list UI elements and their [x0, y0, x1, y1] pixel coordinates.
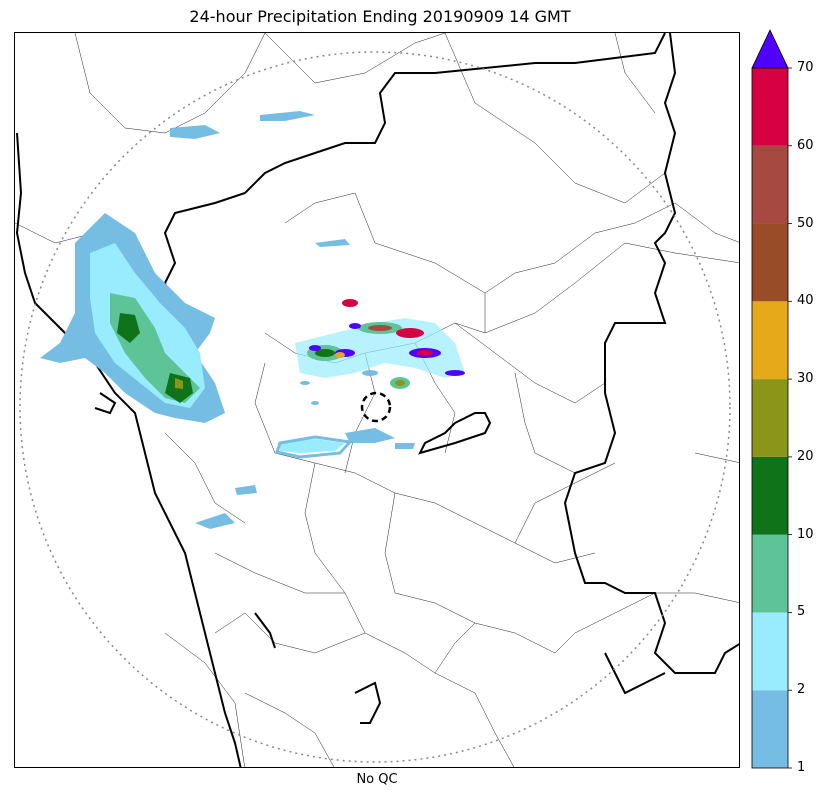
colorbar-bin [752, 379, 788, 457]
map-title: 24-hour Precipitation Ending 20190909 14… [189, 7, 571, 26]
colorbar-bin [752, 690, 788, 768]
colorbar [751, 29, 792, 769]
radar-location-marker [360, 391, 392, 423]
colorbar-bin [752, 301, 788, 380]
colorbar-tick-label: 60 [797, 137, 814, 153]
colorbar-tick-label: 30 [797, 371, 814, 387]
colorbar-outline [751, 67, 789, 769]
range-ring [19, 51, 731, 763]
colorbar-tick-label: 10 [797, 526, 814, 542]
colorbar-tick-label: 20 [797, 448, 814, 464]
colorbar-bin [752, 145, 788, 224]
colorbar-bin [752, 68, 788, 146]
colorbar-bin [752, 456, 788, 535]
state-boundaries [15, 33, 739, 767]
colorbar-tick-label: 50 [797, 215, 814, 231]
colorbar-extend-triangle [751, 29, 789, 69]
colorbar-tick-label: 70 [797, 60, 814, 75]
radar-map [14, 32, 740, 768]
colorbar-graphic [751, 29, 792, 769]
x-axis-label: No QC [356, 772, 398, 787]
colorbar-tick-label: 40 [797, 293, 814, 309]
colorbar-tick-label: 1 [797, 760, 806, 775]
district-boundaries [15, 33, 739, 767]
colorbar-bin [752, 534, 788, 613]
precipitation-field [40, 111, 465, 529]
colorbar-tick-label: 5 [797, 604, 806, 620]
colorbar-bin [752, 223, 788, 302]
colorbar-tick-label: 2 [797, 682, 806, 698]
map-canvas [15, 33, 739, 767]
convective-cluster [295, 299, 465, 405]
colorbar-bin [752, 612, 788, 691]
